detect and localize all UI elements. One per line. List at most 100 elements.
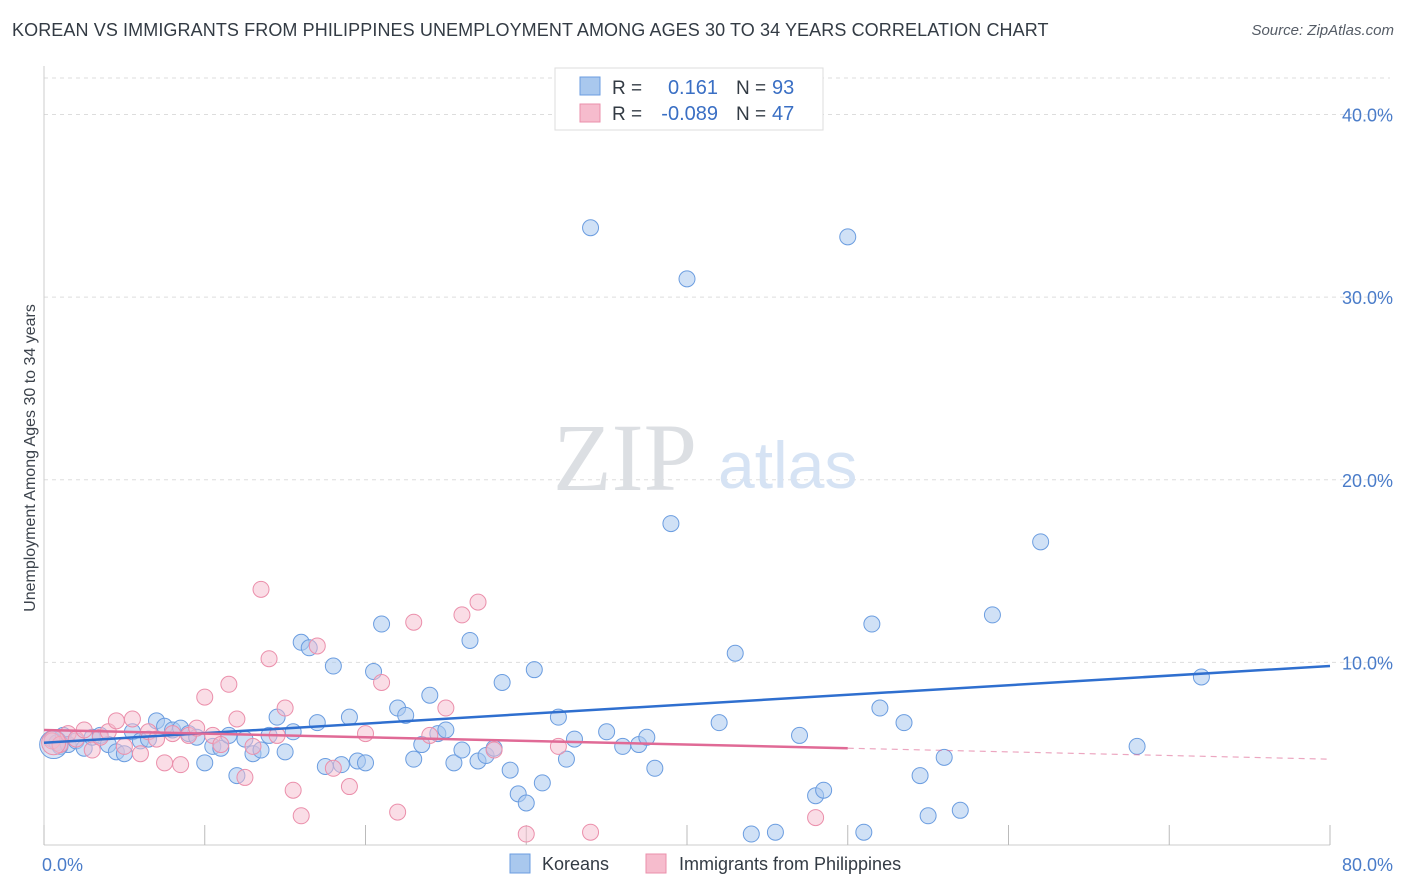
point-koreans — [935, 748, 953, 766]
point-koreans — [815, 781, 833, 799]
point-koreans — [662, 515, 680, 533]
point-koreans — [951, 801, 969, 819]
point-koreans — [565, 730, 583, 748]
tick-labels: 10.0% 20.0% 30.0% 40.0% 0.0% 80.0% — [42, 106, 1393, 875]
stats-legend: R = 0.161 N = 93 R = -0.089 N = 47 — [554, 67, 824, 131]
y-tick-label: 20.0% — [1342, 471, 1393, 491]
point-philippines — [453, 606, 471, 624]
x-tick-label: 0.0% — [42, 855, 83, 875]
watermark-atlas: atlas — [718, 428, 857, 502]
point-philippines — [582, 823, 600, 841]
point-koreans — [284, 723, 302, 741]
stats-n-label-koreans: N = — [736, 78, 766, 99]
y-tick-label: 40.0% — [1342, 106, 1393, 126]
point-philippines — [469, 593, 487, 611]
point-philippines — [83, 741, 101, 759]
watermark: ZIP atlas — [553, 404, 857, 511]
point-koreans — [1032, 533, 1050, 551]
point-philippines — [115, 737, 133, 755]
point-koreans — [421, 686, 439, 704]
point-philippines — [212, 736, 230, 754]
point-philippines — [284, 781, 302, 799]
point-koreans — [533, 774, 551, 792]
point-koreans — [405, 750, 423, 768]
point-philippines — [228, 710, 246, 728]
stats-n-value-koreans: 93 — [772, 77, 794, 99]
point-koreans — [791, 726, 809, 744]
point-koreans — [453, 741, 471, 759]
point-koreans — [437, 721, 455, 739]
point-koreans — [501, 761, 519, 779]
point-philippines — [405, 613, 423, 631]
point-koreans — [557, 750, 575, 768]
point-philippines — [357, 725, 374, 743]
trend-line-koreans — [43, 664, 1331, 744]
point-koreans — [308, 714, 326, 732]
point-koreans — [614, 737, 632, 755]
point-philippines — [421, 726, 439, 744]
point-philippines — [308, 637, 326, 655]
point-philippines — [807, 809, 825, 827]
point-koreans — [1128, 737, 1146, 755]
point-philippines — [172, 756, 190, 774]
point-philippines — [276, 699, 294, 717]
point-koreans — [678, 270, 696, 288]
point-koreans — [276, 743, 294, 761]
point-koreans — [983, 606, 1001, 624]
trend-line-philippines — [43, 728, 848, 750]
y-tick-label: 30.0% — [1342, 288, 1393, 308]
point-koreans — [357, 754, 374, 772]
point-koreans — [324, 657, 342, 675]
stats-n-value-philippines: 47 — [772, 103, 794, 125]
point-koreans — [517, 794, 535, 812]
stats-n-label-philippines: N = — [736, 104, 766, 125]
stats-r-label-philippines: R = — [612, 104, 642, 125]
stats-r-value-koreans: 0.161 — [668, 77, 718, 99]
point-koreans — [742, 825, 760, 843]
point-koreans — [871, 699, 889, 717]
point-koreans — [525, 661, 543, 679]
point-philippines — [389, 803, 407, 821]
watermark-zip: ZIP — [553, 404, 697, 511]
point-philippines — [485, 741, 503, 759]
trend-line-philippines-extension — [847, 747, 1331, 760]
point-koreans — [911, 767, 929, 785]
grid-lines — [44, 77, 1390, 663]
point-philippines — [220, 675, 238, 693]
point-philippines — [156, 754, 174, 772]
point-koreans — [340, 708, 358, 726]
point-philippines — [292, 807, 310, 825]
bottom-legend: Koreans Immigrants from Philippines — [509, 853, 901, 874]
legend-swatch-koreans — [509, 853, 531, 874]
point-koreans — [726, 644, 744, 662]
legend-label-koreans: Koreans — [542, 854, 609, 874]
point-philippines — [437, 699, 455, 717]
source-note: Source: ZipAtlas.com — [1251, 22, 1394, 39]
point-philippines — [236, 768, 254, 786]
trend-lines — [43, 664, 1331, 760]
point-philippines — [107, 712, 125, 730]
point-philippines — [131, 745, 149, 763]
point-koreans — [461, 631, 479, 649]
point-koreans — [445, 754, 463, 772]
point-philippines — [324, 759, 342, 777]
point-koreans — [373, 615, 391, 633]
legend-label-philippines: Immigrants from Philippines — [679, 854, 901, 874]
point-koreans — [638, 728, 656, 746]
legend-swatch-philippines — [645, 853, 667, 874]
point-koreans — [895, 714, 913, 732]
point-philippines — [123, 710, 141, 728]
y-axis-title: Unemployment Among Ages 30 to 34 years — [22, 304, 39, 612]
point-philippines — [340, 778, 358, 796]
point-philippines — [373, 673, 391, 691]
point-koreans — [646, 759, 664, 777]
point-koreans — [863, 615, 881, 633]
stats-legend-swatch-koreans — [579, 76, 601, 96]
point-koreans — [710, 714, 728, 732]
point-philippines — [196, 688, 214, 706]
chart-title: KOREAN VS IMMIGRANTS FROM PHILIPPINES UN… — [12, 20, 1049, 40]
point-koreans — [493, 673, 511, 691]
point-philippines — [252, 580, 270, 598]
point-koreans — [855, 823, 873, 841]
